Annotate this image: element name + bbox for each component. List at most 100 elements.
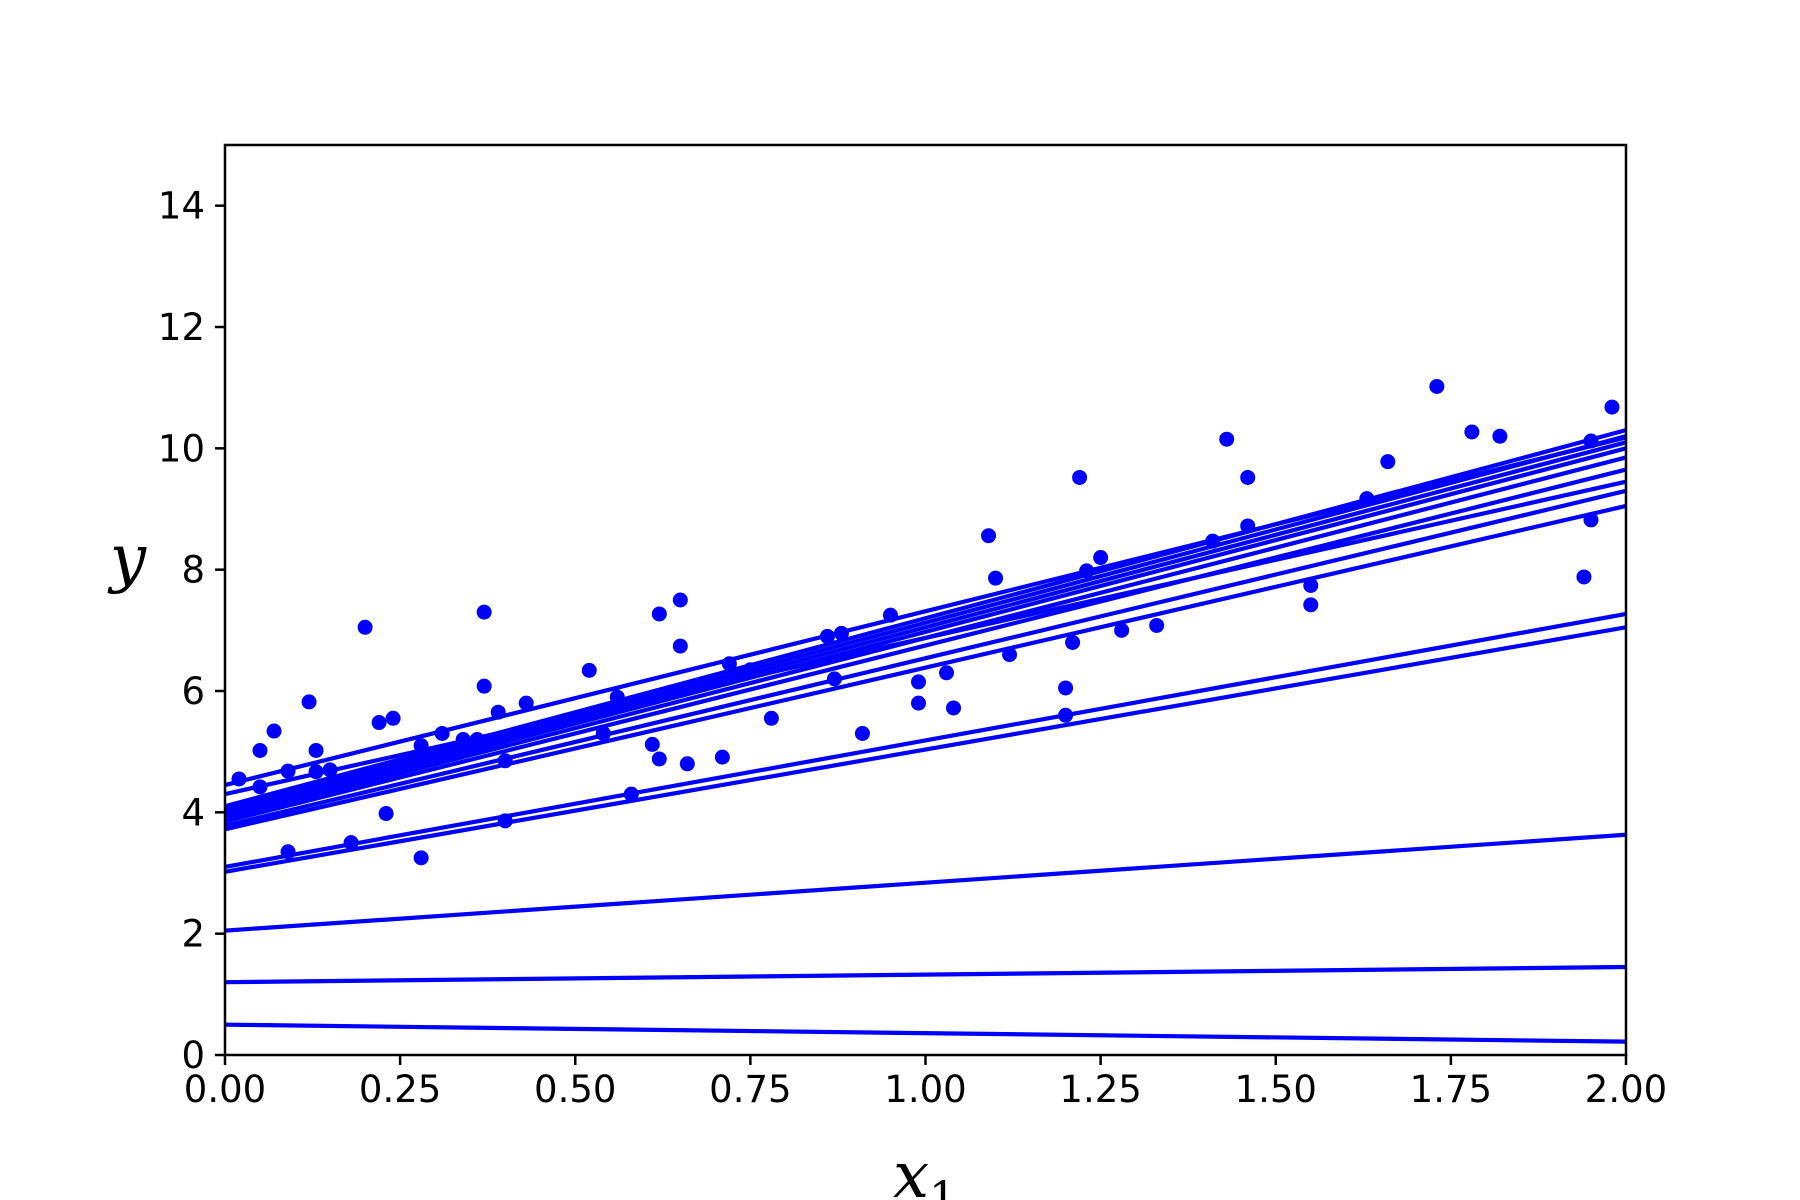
y-tick-label: 4 bbox=[181, 791, 205, 834]
y-tick-label: 0 bbox=[181, 1034, 205, 1077]
data-point bbox=[1576, 569, 1592, 585]
data-point bbox=[672, 638, 688, 654]
data-point bbox=[826, 671, 842, 687]
data-point bbox=[266, 723, 282, 739]
data-point bbox=[455, 732, 471, 748]
y-tick-label: 12 bbox=[158, 306, 205, 349]
y-axis-ticks: 0 2 4 6 8 10 12 14 bbox=[158, 185, 225, 1077]
data-point bbox=[343, 835, 359, 851]
regression-line bbox=[225, 1022, 1626, 1044]
data-point bbox=[721, 656, 737, 672]
data-point bbox=[378, 806, 394, 822]
data-point bbox=[252, 742, 268, 758]
data-point bbox=[981, 528, 997, 544]
y-tick-label: 14 bbox=[158, 185, 205, 228]
data-point bbox=[1205, 533, 1221, 549]
regression-line bbox=[225, 488, 1626, 828]
data-point bbox=[434, 725, 450, 741]
x-tick-label: 2.00 bbox=[1585, 1068, 1667, 1111]
x-tick-label: 1.50 bbox=[1235, 1068, 1317, 1111]
data-point bbox=[469, 732, 485, 748]
regression-line bbox=[225, 611, 1626, 869]
data-point bbox=[672, 592, 688, 608]
y-tick-label: 10 bbox=[158, 427, 205, 470]
regression-line bbox=[225, 832, 1626, 933]
data-point bbox=[581, 662, 597, 678]
data-point bbox=[595, 725, 611, 741]
data-point bbox=[651, 751, 667, 767]
data-point bbox=[476, 604, 492, 620]
data-point bbox=[252, 779, 268, 795]
data-point bbox=[497, 753, 513, 769]
data-point bbox=[1604, 399, 1620, 415]
data-point bbox=[357, 619, 373, 635]
x-tick-label: 1.00 bbox=[884, 1068, 966, 1111]
data-point bbox=[1583, 512, 1599, 528]
x-axis-title-base: x bbox=[893, 1139, 929, 1200]
data-point bbox=[644, 736, 660, 752]
data-point bbox=[623, 786, 639, 802]
data-point bbox=[518, 695, 534, 711]
x-axis-title-subscript: 1 bbox=[929, 1173, 957, 1200]
data-point bbox=[308, 742, 324, 758]
data-point bbox=[1380, 454, 1396, 470]
y-tick-label: 8 bbox=[181, 549, 205, 592]
regression-line bbox=[225, 440, 1626, 815]
data-point bbox=[371, 715, 387, 731]
regression-lines bbox=[225, 428, 1626, 1044]
y-tick-label: 6 bbox=[181, 670, 205, 713]
y-axis-title: y bbox=[107, 522, 147, 596]
data-point bbox=[497, 813, 513, 829]
regression-line bbox=[225, 434, 1626, 812]
x-tick-label: 0.75 bbox=[709, 1068, 791, 1111]
y-tick-label: 2 bbox=[181, 913, 205, 956]
data-point bbox=[1240, 469, 1256, 485]
data-point bbox=[1464, 424, 1480, 440]
data-point bbox=[1303, 597, 1319, 613]
data-point bbox=[1492, 428, 1508, 444]
data-point bbox=[651, 606, 667, 622]
data-point bbox=[1240, 518, 1256, 534]
data-point bbox=[910, 674, 926, 690]
data-point bbox=[413, 850, 429, 866]
x-tick-label: 0.50 bbox=[534, 1068, 616, 1111]
data-point bbox=[385, 710, 401, 726]
data-point bbox=[1058, 680, 1074, 696]
plot-data-layer bbox=[225, 378, 1626, 1044]
data-point bbox=[1065, 634, 1081, 650]
data-point bbox=[1072, 469, 1088, 485]
data-point bbox=[854, 725, 870, 741]
data-point bbox=[819, 628, 835, 644]
regression-line bbox=[225, 625, 1626, 874]
data-point bbox=[714, 749, 730, 765]
data-point bbox=[476, 678, 492, 694]
data-point bbox=[1303, 577, 1319, 593]
regression-line bbox=[225, 435, 1626, 788]
data-point bbox=[763, 710, 779, 726]
data-point bbox=[988, 570, 1004, 586]
x-tick-label: 1.25 bbox=[1059, 1068, 1141, 1111]
x-tick-label: 0.25 bbox=[359, 1068, 441, 1111]
data-point bbox=[1583, 433, 1599, 449]
x-axis-title: x1 bbox=[893, 1139, 957, 1200]
data-point bbox=[742, 662, 758, 678]
data-point bbox=[1093, 550, 1109, 566]
data-point bbox=[280, 844, 296, 860]
data-point bbox=[882, 607, 898, 623]
data-point bbox=[1079, 563, 1095, 579]
data-point bbox=[679, 756, 695, 772]
data-point bbox=[1359, 491, 1375, 507]
x-axis-ticks: 0.00 0.25 0.50 0.75 1.00 1.25 1.50 1.75 2.00 bbox=[184, 1055, 1667, 1111]
data-point bbox=[413, 738, 429, 754]
data-point bbox=[946, 700, 962, 716]
regression-line bbox=[225, 964, 1626, 985]
data-point bbox=[1429, 378, 1445, 394]
data-point bbox=[910, 695, 926, 711]
data-point bbox=[833, 625, 849, 641]
data-point bbox=[301, 694, 317, 710]
regression-line bbox=[225, 467, 1626, 824]
regression-line bbox=[225, 446, 1626, 818]
data-point bbox=[231, 771, 247, 787]
